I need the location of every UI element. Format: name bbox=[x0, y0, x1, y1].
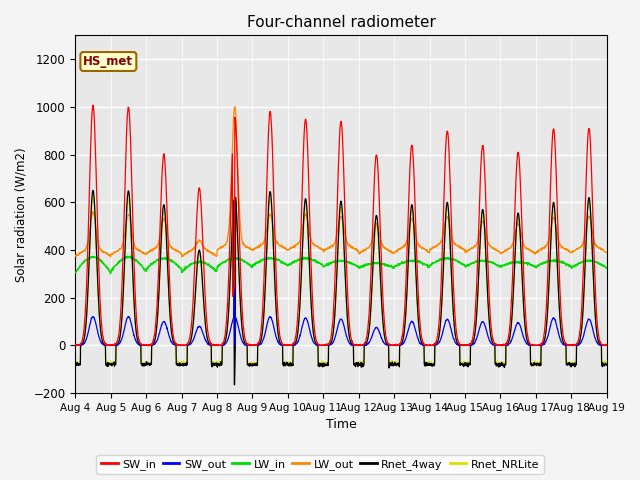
Legend: SW_in, SW_out, LW_in, LW_out, Rnet_4way, Rnet_NRLite: SW_in, SW_out, LW_in, LW_out, Rnet_4way,… bbox=[97, 455, 543, 474]
Text: HS_met: HS_met bbox=[83, 55, 133, 68]
Title: Four-channel radiometer: Four-channel radiometer bbox=[246, 15, 435, 30]
Y-axis label: Solar radiation (W/m2): Solar radiation (W/m2) bbox=[15, 147, 28, 282]
X-axis label: Time: Time bbox=[326, 419, 356, 432]
